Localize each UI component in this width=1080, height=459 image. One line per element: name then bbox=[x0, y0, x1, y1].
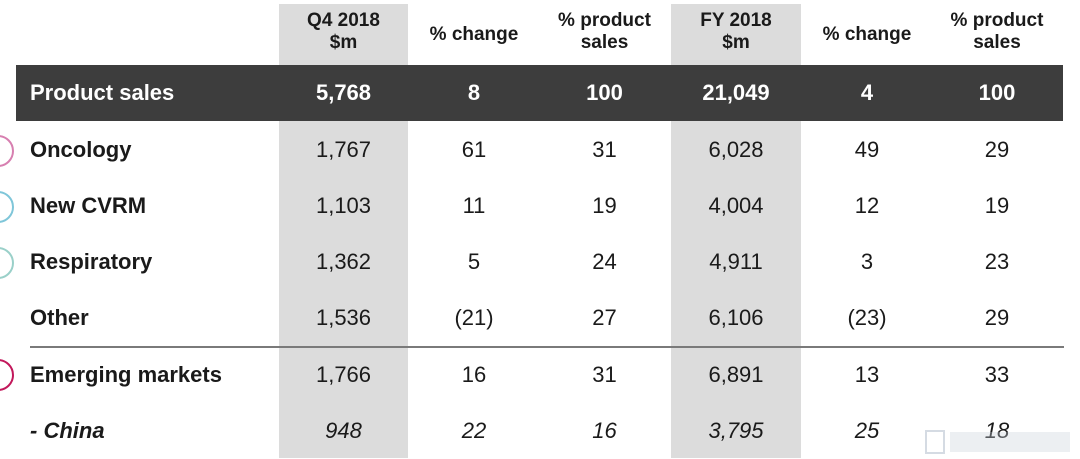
cell: 1,767 bbox=[315, 137, 372, 162]
cell: 31 bbox=[592, 137, 617, 162]
cell: 11 bbox=[462, 193, 486, 218]
cell: 6,891 bbox=[708, 362, 764, 387]
table-header: Q4 2018 $m % change % product sales FY 2… bbox=[0, 4, 1080, 65]
cell: 19 bbox=[984, 193, 1010, 218]
cell: 5 bbox=[467, 249, 481, 274]
row-label: Respiratory bbox=[30, 249, 153, 274]
cell: 12 bbox=[854, 193, 880, 218]
cell: 27 bbox=[592, 305, 617, 330]
table-row: Emerging markets 1,766 16 31 6,891 13 33 bbox=[0, 347, 1080, 403]
header-fy-change: % change bbox=[822, 24, 912, 45]
row-label: Product sales bbox=[30, 80, 175, 105]
table-row: Oncology 1,767 61 31 6,028 49 29 bbox=[0, 122, 1080, 178]
cell: 31 bbox=[592, 362, 617, 387]
cell: 61 bbox=[461, 137, 487, 162]
cell: 3 bbox=[860, 249, 874, 274]
row-label: New CVRM bbox=[30, 193, 147, 218]
total-q4: 5,768 bbox=[315, 80, 372, 105]
header-q4: Q4 2018 $m bbox=[307, 10, 380, 53]
cell: 16 bbox=[592, 418, 617, 443]
cell: 1,536 bbox=[315, 305, 372, 330]
cell: 24 bbox=[592, 249, 617, 274]
cell: 3,795 bbox=[708, 418, 764, 443]
row-label: Emerging markets bbox=[30, 362, 222, 387]
header-q4-change: % change bbox=[429, 24, 519, 45]
cell: 33 bbox=[984, 362, 1010, 387]
header-fy: FY 2018 $m bbox=[700, 10, 772, 53]
table-row: New CVRM 1,103 11 19 4,004 12 19 bbox=[0, 178, 1080, 234]
watermark-logo bbox=[925, 430, 1070, 454]
row-label: Other bbox=[30, 305, 89, 330]
header-q4-product-sales: % product sales bbox=[558, 10, 651, 53]
cell: 13 bbox=[854, 362, 880, 387]
section-divider bbox=[30, 346, 1064, 348]
cell: 16 bbox=[461, 362, 487, 387]
table-row: - China 948 22 16 3,795 25 18 bbox=[0, 403, 1080, 459]
cell: 4,004 bbox=[708, 193, 764, 218]
total-fy-change: 4 bbox=[860, 80, 874, 105]
row-label: Oncology bbox=[30, 137, 132, 162]
total-q4-product: 100 bbox=[586, 80, 623, 105]
cell: 29 bbox=[984, 305, 1010, 330]
cell: 49 bbox=[854, 137, 880, 162]
total-q4-change: 8 bbox=[467, 80, 481, 105]
total-fy-product: 100 bbox=[978, 80, 1016, 105]
cell: 22 bbox=[461, 418, 487, 443]
cell: 1,103 bbox=[315, 193, 372, 218]
table-row: Other 1,536 (21) 27 6,106 (23) 29 bbox=[0, 290, 1080, 346]
row-label: - China bbox=[30, 418, 105, 443]
cell: (23) bbox=[847, 305, 887, 330]
cell: 1,362 bbox=[315, 249, 372, 274]
cell: 6,028 bbox=[708, 137, 764, 162]
cell: 18 bbox=[984, 418, 1010, 443]
cell: 1,766 bbox=[315, 362, 372, 387]
cell: 948 bbox=[325, 418, 362, 443]
header-fy-product-sales: % product sales bbox=[950, 10, 1044, 53]
cell: 4,911 bbox=[709, 249, 763, 274]
cell: 25 bbox=[854, 418, 880, 443]
total-values: 5,768 8 100 21,049 4 100 bbox=[0, 65, 1080, 121]
product-sales-total-row: Product sales bbox=[16, 65, 1063, 121]
total-fy: 21,049 bbox=[702, 80, 770, 105]
cell: (21) bbox=[454, 305, 494, 330]
cell: 23 bbox=[984, 249, 1010, 274]
cell: 19 bbox=[592, 193, 617, 218]
cell: 29 bbox=[984, 137, 1010, 162]
table-row: Respiratory 1,362 5 24 4,911 3 23 bbox=[0, 234, 1080, 290]
cell: 6,106 bbox=[708, 305, 764, 330]
